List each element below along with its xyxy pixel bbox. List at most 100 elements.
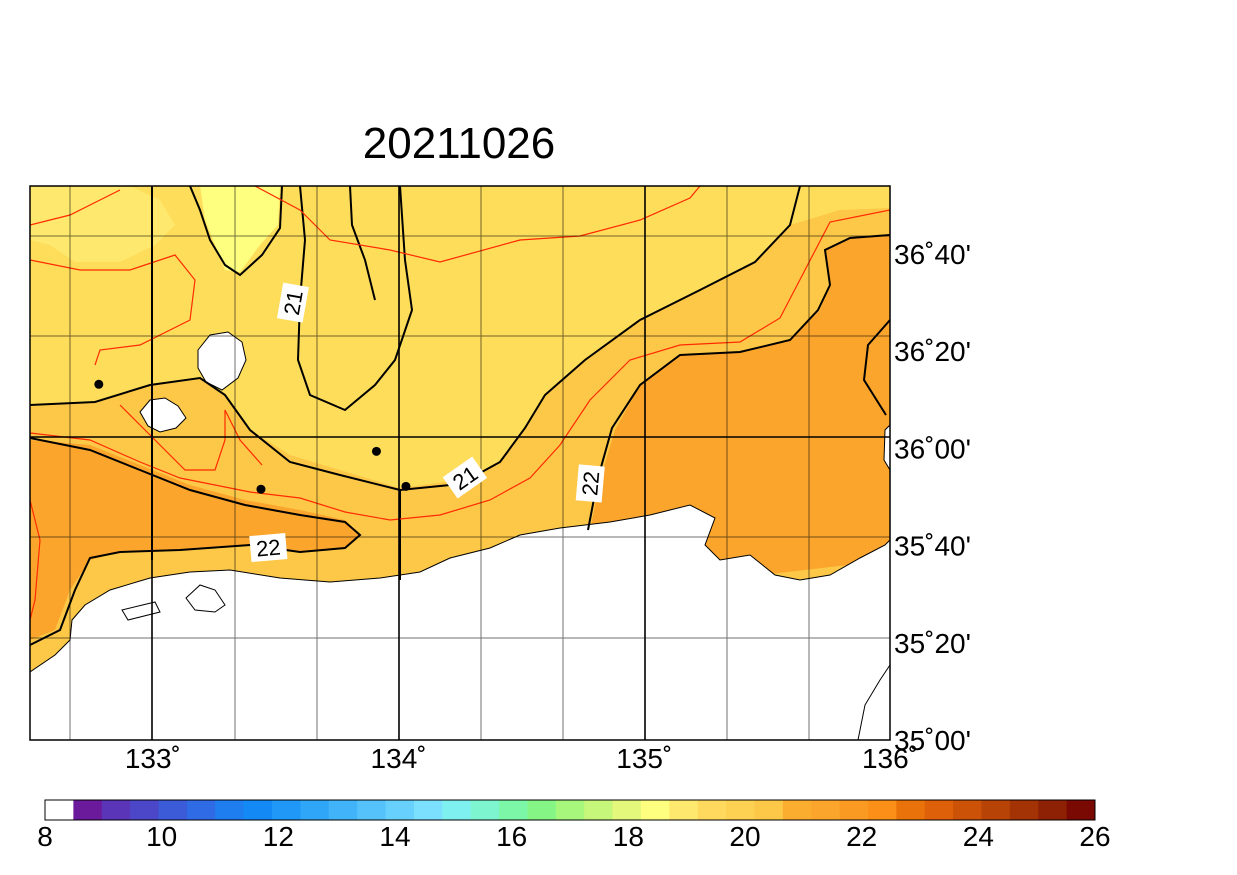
lat-tick-label: 35˚00' <box>894 725 971 756</box>
contour-label-box <box>249 533 288 563</box>
colorbar-swatch <box>981 800 1011 820</box>
contour-205-a <box>30 189 196 366</box>
lat-tick-label: 36˚00' <box>894 433 971 464</box>
colorbar-swatch <box>272 800 301 820</box>
colorbar-tick-label: 12 <box>263 821 294 852</box>
map-title: 20211026 <box>363 119 556 168</box>
contour-label-text: 22 <box>255 535 282 562</box>
contour-label: 22 <box>249 533 288 563</box>
contour-215-b <box>30 499 41 621</box>
land-east-coast <box>857 664 890 740</box>
contour-21-north <box>189 186 283 277</box>
colorbar-swatch <box>726 800 755 820</box>
sst-band-20-inner <box>30 186 175 262</box>
contour-21-loop <box>296 186 414 412</box>
colorbar-swatch <box>782 800 812 820</box>
colorbar-swatch <box>101 800 131 820</box>
colorbar-swatch <box>754 800 784 820</box>
station-dot <box>401 481 411 491</box>
station-dot <box>256 484 266 494</box>
colorbar-swatch <box>697 800 727 820</box>
colorbar-swatch <box>896 800 926 820</box>
station-dot <box>371 446 381 456</box>
contour-label-text: 22 <box>577 470 604 497</box>
colorbar-swatch <box>300 800 330 820</box>
station-markers <box>94 379 411 494</box>
colorbar-swatch <box>413 800 443 820</box>
colorbar-swatch <box>470 800 500 820</box>
colorbar-swatch <box>442 800 472 820</box>
colorbar-tick-label: 16 <box>496 821 527 852</box>
contour-22-east-edge <box>862 319 890 416</box>
lon-tick-label: 134˚ <box>371 743 427 774</box>
colorbar-swatch <box>1066 800 1096 820</box>
lat-tick-label: 35˚40' <box>894 531 971 562</box>
colorbar-tick-label: 18 <box>613 821 644 852</box>
colorbar-swatch <box>45 800 74 820</box>
colorbar-tick-label: 26 <box>1079 821 1110 852</box>
colorbar-swatch <box>867 800 897 820</box>
sst-band-22-23-east <box>590 235 890 580</box>
contour-22-west <box>30 437 362 646</box>
colorbar-swatch <box>953 800 982 820</box>
colorbar-swatch <box>612 800 642 820</box>
land-peninsula <box>185 584 226 613</box>
colorbar-swatch <box>811 800 841 820</box>
colorbar-swatch <box>584 800 614 820</box>
colorbar-swatch <box>839 800 869 820</box>
colorbar: 8 10 12 14 16 18 20 22 24 26 <box>37 799 1111 852</box>
sst-band-19-20 <box>200 186 280 272</box>
contour-215-a <box>119 404 263 471</box>
colorbar-swatch <box>640 800 670 820</box>
lon-tick-label: 136˚ <box>862 743 918 774</box>
colorbar-tick-label: 14 <box>379 821 410 852</box>
colorbar-tick-label: 22 <box>846 821 877 852</box>
map-panel <box>30 186 890 740</box>
contour-205-c <box>30 209 890 521</box>
colorbar-tick-label: 10 <box>146 821 177 852</box>
colorbar-tick-label: 8 <box>37 821 53 852</box>
lat-tick-label: 36˚20' <box>894 336 971 367</box>
colorbar-swatch <box>385 800 415 820</box>
lon-tick-label: 133˚ <box>125 743 181 774</box>
colorbar-swatch <box>215 800 245 820</box>
contour-21-left-loop <box>349 186 376 301</box>
colorbar-swatch <box>555 800 585 820</box>
colorbar-swatch <box>357 800 387 820</box>
colorbar-swatch <box>499 800 528 820</box>
contour-205-b <box>254 186 701 263</box>
contour-label-text: 21 <box>279 288 308 316</box>
lon-tick-label: 135˚ <box>616 743 672 774</box>
graticule-major <box>30 186 890 740</box>
colorbar-swatch <box>1038 800 1068 820</box>
colorbar-frame <box>44 799 1096 821</box>
land-dogo-island <box>197 331 247 391</box>
latitude-ticks: 35˚00' 35˚20' 35˚40' 36˚00' 36˚20' 36˚40' <box>894 239 971 756</box>
colorbar-swatch <box>130 800 160 820</box>
colorbar-swatch <box>924 800 954 820</box>
longitude-ticks: 133˚ 134˚ 135˚ 136˚ <box>125 743 918 774</box>
colorbar-swatch <box>243 800 273 820</box>
colorbar-swatch <box>186 800 216 820</box>
land-small-island <box>121 601 161 621</box>
colorbar-swatch <box>158 800 188 820</box>
colorbar-tick-label: 20 <box>729 821 760 852</box>
sst-band-22-23-west <box>30 440 360 640</box>
lat-tick-label: 35˚20' <box>894 628 971 659</box>
colorbar-swatch <box>1009 800 1039 820</box>
colorbar-swatch <box>73 800 103 820</box>
map-frame <box>29 185 891 741</box>
contour-label-box <box>276 282 309 323</box>
contour-label-box <box>442 456 488 499</box>
colorbar-swatch <box>527 800 557 820</box>
colorbar-swatch <box>328 800 358 820</box>
colorbar-swatch <box>669 800 699 820</box>
land-honshu <box>30 504 890 740</box>
lat-tick-label: 36˚40' <box>894 239 971 270</box>
colorbar-tick-label: 24 <box>963 821 994 852</box>
contour-label: 22 <box>575 464 605 503</box>
contour-label: 21 <box>276 282 309 323</box>
contour-label-box <box>575 464 605 503</box>
